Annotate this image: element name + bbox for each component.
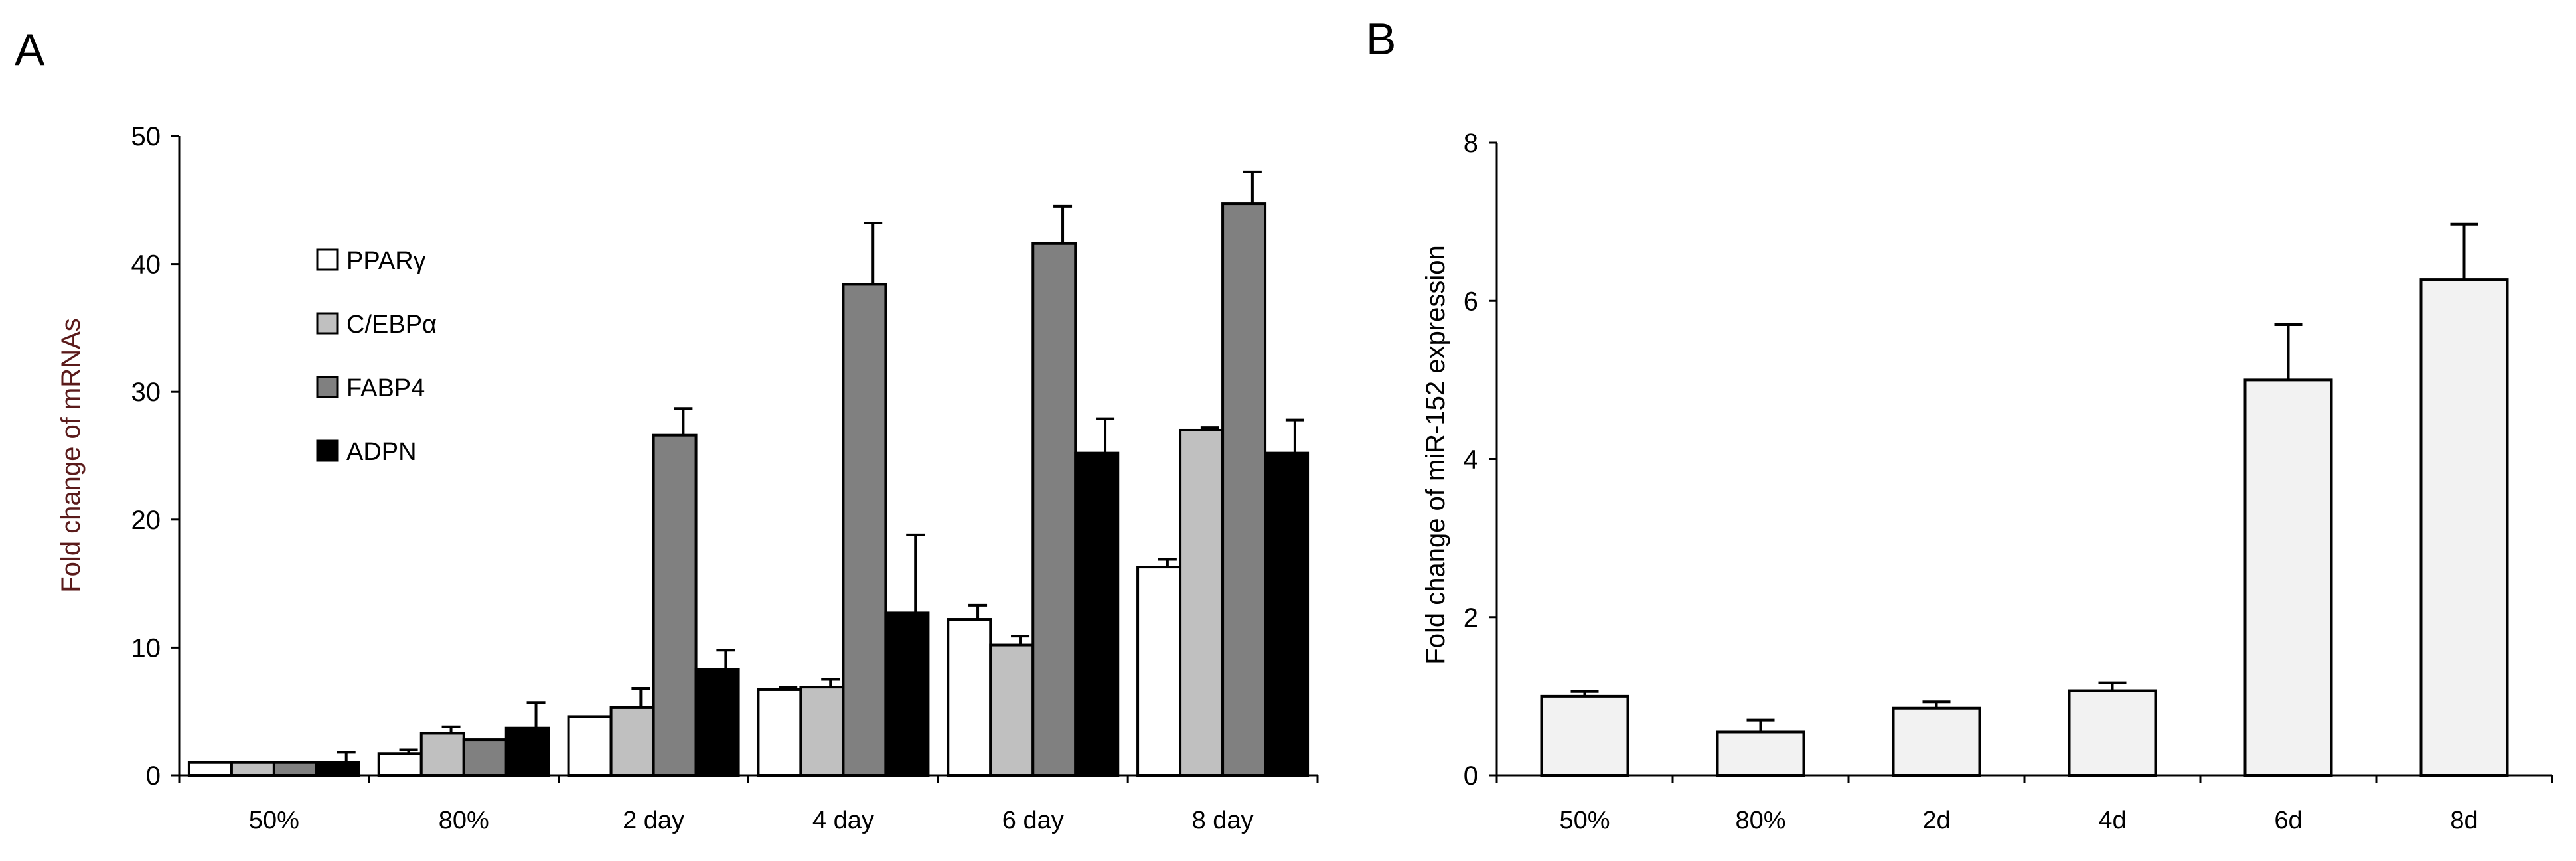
chart-b-error-bars bbox=[1570, 222, 2478, 732]
chart-a-legend-swatch bbox=[316, 248, 339, 271]
chart-a-bar-1-3 bbox=[504, 726, 550, 777]
chart-a-x-ticks: 50% 80% 2 day 4 day 6 day 8 day bbox=[178, 775, 1319, 834]
chart-a-legend-label: ADPN bbox=[346, 438, 417, 466]
chart-a-y-tick-label: 30 bbox=[131, 378, 161, 407]
chart-b-x-tick-label: 50% bbox=[1559, 807, 1610, 834]
chart-b-bar-3-0 bbox=[2068, 689, 2157, 777]
chart-a-bar-5-0 bbox=[1136, 566, 1182, 777]
chart-a-bar-0-3 bbox=[315, 761, 360, 777]
chart-a-legend: PPARγ C/EBPα FABP4 ADPN bbox=[316, 247, 437, 466]
chart-a-bar-0-2 bbox=[272, 761, 318, 777]
panel-label-a: A bbox=[15, 25, 45, 75]
chart-b-x-tick-label: 2d bbox=[1922, 807, 1950, 834]
chart-a-y-tick-label: 50 bbox=[131, 122, 161, 151]
chart-a-y-axis-label: Fold change of mRNAs bbox=[56, 318, 86, 593]
chart-a-bar-3-1 bbox=[799, 686, 845, 777]
chart-b-y-ticks: 0 2 4 6 8 bbox=[1464, 129, 1497, 791]
chart-b-bar-5-0 bbox=[2419, 278, 2509, 777]
chart-b: Fold change of miR-152 expression 02468 … bbox=[1421, 129, 2553, 834]
chart-b-y-tick-label: 4 bbox=[1464, 445, 1478, 475]
chart-a-y-tick-label: 20 bbox=[131, 506, 161, 535]
chart-a-error-bars bbox=[337, 170, 1304, 763]
chart-a-legend-swatch bbox=[316, 312, 339, 335]
chart-a-bar-4-0 bbox=[947, 618, 992, 777]
chart-b-x-tick-label: 80% bbox=[1735, 807, 1785, 834]
chart-a-bar-4-1 bbox=[989, 643, 1035, 777]
chart-a-bar-1-1 bbox=[419, 732, 465, 777]
chart-a-y-ticks: 0 10 20 30 40 50 bbox=[131, 122, 179, 791]
chart-a-y-tick-label: 10 bbox=[131, 633, 161, 663]
chart-a-x-tick-label: 2 day bbox=[623, 807, 684, 834]
chart-a-x-tick-label: 4 day bbox=[812, 807, 874, 834]
chart-a-x-tick-label: 6 day bbox=[1002, 807, 1064, 834]
chart-a-bar-3-3 bbox=[884, 611, 930, 777]
chart-a-legend-label: FABP4 bbox=[346, 374, 425, 402]
chart-a-bar-5-3 bbox=[1264, 451, 1310, 777]
chart-b-bar-0-0 bbox=[1540, 694, 1629, 777]
chart-a-x-tick-label: 50% bbox=[249, 807, 299, 834]
chart-b-y-tick-label: 2 bbox=[1464, 603, 1478, 633]
chart-b-y-tick-label: 6 bbox=[1464, 287, 1478, 316]
chart-a-bar-2-3 bbox=[694, 668, 740, 777]
chart-a-x-tick-label: 80% bbox=[439, 807, 489, 834]
panel-label-b: B bbox=[1366, 14, 1396, 64]
chart-a-bars bbox=[187, 202, 1310, 777]
chart-b-bar-4-0 bbox=[2243, 378, 2333, 777]
chart-a-bar-5-1 bbox=[1179, 428, 1225, 777]
chart-a-bar-3-0 bbox=[757, 688, 802, 777]
chart-a-bar-4-2 bbox=[1031, 242, 1077, 777]
chart-b-y-tick-label: 0 bbox=[1464, 761, 1478, 791]
chart-a-x-tick-label: 8 day bbox=[1192, 807, 1254, 834]
chart-a-bar-1-0 bbox=[377, 752, 423, 777]
chart-a-bar-0-0 bbox=[187, 761, 233, 777]
chart-a-bar-4-3 bbox=[1074, 451, 1120, 777]
chart-b-bar-1-0 bbox=[1716, 730, 1805, 777]
chart-a-legend-label: PPARγ bbox=[346, 247, 426, 275]
chart-b-y-axis-label: Fold change of miR-152 expression bbox=[1421, 245, 1450, 664]
chart-b-x-tick-label: 6d bbox=[2274, 807, 2302, 834]
chart-a-bar-2-2 bbox=[652, 433, 698, 777]
chart-b-x-tick-label: 4d bbox=[2098, 807, 2126, 834]
chart-a-legend-swatch bbox=[316, 376, 339, 398]
chart-b-bar-2-0 bbox=[1892, 706, 1981, 777]
chart-a-y-tick-label: 40 bbox=[131, 250, 161, 279]
chart-a-y-tick-label: 0 bbox=[146, 761, 161, 791]
chart-a-bar-0-1 bbox=[230, 761, 275, 777]
chart-a-bar-3-2 bbox=[842, 283, 887, 777]
chart-b-x-ticks: 50% 80% 2d 4d 6d 8d bbox=[1495, 775, 2553, 834]
chart-a-legend-label: C/EBPα bbox=[346, 311, 437, 339]
chart-a-bar-2-0 bbox=[567, 715, 613, 777]
chart-a-bar-5-2 bbox=[1221, 202, 1267, 777]
chart-a-bar-2-1 bbox=[609, 706, 655, 777]
chart-b-y-tick-label: 8 bbox=[1464, 129, 1478, 158]
chart-a-bar-1-2 bbox=[462, 738, 508, 777]
chart-b-x-tick-label: 8d bbox=[2450, 807, 2478, 834]
chart-a: Fold change of mRNAs 0 10 20 30 40 50 50% 80% 2… bbox=[56, 122, 1319, 834]
chart-a-legend-swatch bbox=[316, 439, 339, 462]
